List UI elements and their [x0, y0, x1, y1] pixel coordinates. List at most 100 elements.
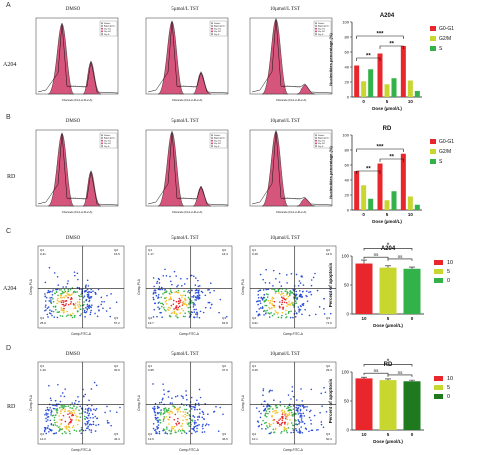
event-point	[290, 431, 292, 434]
event-point	[84, 418, 86, 421]
event-point	[270, 299, 272, 302]
event-point	[84, 422, 86, 425]
event-point	[85, 298, 88, 301]
event-point	[60, 412, 62, 415]
x-tick-label: 10	[361, 432, 367, 437]
event-point	[198, 285, 201, 287]
event-point	[278, 281, 281, 283]
event-point	[196, 289, 198, 292]
event-point	[293, 306, 295, 308]
event-point	[194, 420, 196, 422]
event-point	[58, 406, 61, 409]
event-point	[57, 383, 59, 386]
event-point	[195, 313, 197, 315]
event-point	[299, 305, 302, 307]
event-point	[71, 412, 74, 414]
event-point	[86, 417, 89, 419]
event-point	[157, 293, 160, 296]
quadrant-value-q1: 1.17	[148, 252, 154, 256]
event-point	[175, 312, 177, 315]
event-point	[263, 300, 266, 303]
event-point	[78, 295, 81, 298]
event-point	[52, 298, 54, 300]
event-point	[65, 425, 68, 427]
event-point	[257, 421, 260, 423]
event-point	[44, 309, 46, 312]
event-point	[188, 303, 190, 306]
event-point	[75, 430, 78, 432]
event-point	[169, 410, 172, 412]
event-point	[292, 296, 295, 299]
histogram-legend-entry: Dip G2	[318, 31, 326, 33]
event-point	[308, 314, 311, 317]
event-point	[56, 302, 58, 305]
event-point	[89, 291, 91, 293]
event-point	[268, 425, 271, 428]
event-point	[296, 423, 299, 426]
event-point	[177, 409, 179, 412]
event-point	[55, 308, 57, 311]
event-point	[308, 291, 310, 294]
event-point	[80, 407, 83, 410]
event-point	[43, 430, 46, 433]
event-point	[51, 293, 54, 296]
event-point	[74, 291, 77, 294]
event-point	[273, 313, 275, 315]
event-point	[296, 298, 298, 300]
event-point	[88, 429, 91, 431]
event-point	[75, 408, 77, 410]
event-point	[194, 404, 197, 407]
event-point	[197, 285, 200, 288]
event-point	[164, 301, 167, 303]
event-point	[156, 419, 159, 422]
event-point	[60, 410, 62, 413]
event-point	[302, 420, 304, 423]
event-point	[106, 420, 109, 422]
event-point	[167, 306, 170, 309]
event-point	[175, 305, 177, 308]
event-point	[177, 306, 180, 309]
event-point	[290, 302, 293, 305]
event-point	[264, 304, 266, 307]
event-point	[197, 402, 200, 405]
event-point	[73, 307, 75, 310]
event-point	[62, 286, 64, 288]
event-point	[264, 309, 266, 312]
event-point	[70, 412, 72, 415]
event-point	[92, 423, 95, 426]
event-point	[296, 408, 299, 410]
event-point	[295, 290, 298, 293]
event-point	[193, 311, 196, 313]
event-point	[288, 409, 291, 412]
event-point	[279, 401, 282, 403]
event-point	[185, 418, 187, 421]
event-point	[58, 289, 61, 291]
event-point	[155, 432, 157, 435]
bar-G2/M-5	[384, 200, 390, 210]
event-point	[95, 424, 97, 427]
event-point	[169, 402, 172, 404]
event-point	[258, 313, 261, 315]
y-tick-label: 60	[345, 163, 350, 168]
event-point	[291, 390, 294, 393]
event-point	[199, 310, 202, 313]
event-point	[182, 294, 184, 297]
event-point	[305, 428, 308, 431]
event-point	[268, 316, 271, 318]
event-point	[79, 308, 82, 311]
event-point	[198, 423, 200, 426]
event-point	[182, 419, 184, 422]
y-tick-label: 80	[345, 148, 350, 153]
event-point	[260, 412, 262, 415]
event-point	[91, 413, 94, 415]
event-point	[84, 408, 87, 410]
event-point	[165, 309, 167, 312]
event-point	[271, 304, 274, 306]
chart-title: A204	[380, 13, 395, 19]
event-point	[163, 297, 166, 299]
event-point	[315, 429, 318, 431]
event-point	[198, 316, 201, 319]
event-point	[44, 306, 47, 308]
event-point	[187, 296, 190, 299]
event-point	[295, 273, 298, 276]
